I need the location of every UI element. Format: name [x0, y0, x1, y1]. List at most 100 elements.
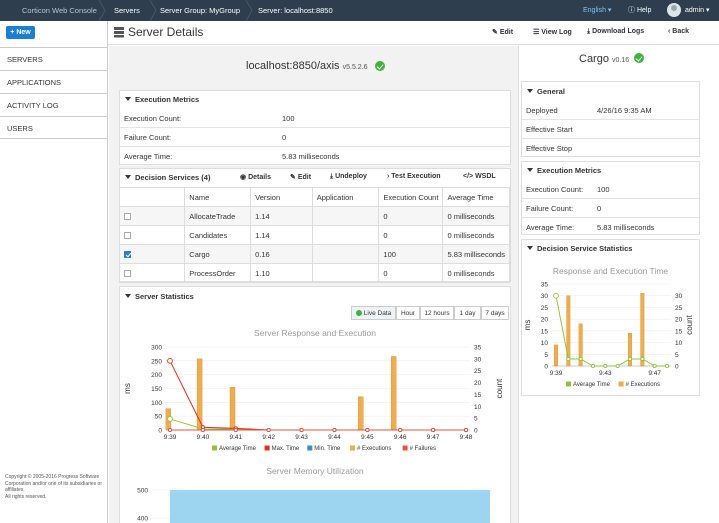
chart-title: Server Memory Utilization: [266, 466, 364, 476]
sidebar-item-activity-log[interactable]: ACTIVITY LOG: [0, 93, 108, 116]
data-point: [640, 356, 645, 362]
metric-value: 0: [597, 204, 602, 213]
general-label: Effective Stop: [526, 144, 573, 153]
y-tick-label: 500: [137, 488, 148, 495]
server-name: localhost:8850/axis v5.5.2.6: [246, 60, 368, 72]
service-execution-metrics-header[interactable]: Execution Metrics: [527, 166, 601, 175]
bar: [390, 356, 397, 431]
service-avg: 5.83 milliseconds: [442, 244, 510, 264]
data-point: [664, 363, 670, 369]
breadcrumb-servers[interactable]: Servers: [114, 6, 140, 15]
new-button[interactable]: + New: [6, 26, 35, 39]
execution-metrics-header[interactable]: Execution Metrics: [125, 95, 199, 104]
server-statistics-header[interactable]: Server Statistics: [125, 292, 194, 301]
metric-label: Average Time:: [124, 152, 173, 161]
y2-tick-label: 35: [474, 345, 482, 352]
series-line: [169, 418, 466, 431]
data-point: [167, 357, 173, 364]
details-button[interactable]: ◉ Details: [240, 174, 272, 181]
sidebar-item-users[interactable]: USERS: [0, 116, 108, 139]
user-menu[interactable]: admin ▾: [685, 7, 710, 14]
general-header[interactable]: General: [527, 87, 565, 96]
decision-services-header[interactable]: Decision Services (4): [125, 173, 210, 182]
live-dot-icon: [355, 310, 362, 316]
data-point: [590, 363, 596, 369]
bar: [628, 332, 632, 367]
server-response-chart: Server Response and Execution05010015020…: [123, 328, 504, 452]
legend-swatch: [212, 445, 217, 451]
range-hour[interactable]: Hour: [396, 306, 420, 320]
column-header[interactable]: Version: [250, 187, 313, 207]
code-icon: </>: [463, 173, 474, 180]
download-logs-button[interactable]: ⤓ Download Logs: [587, 28, 645, 35]
service-name: ProcessOrder: [184, 263, 252, 283]
data-point: [167, 427, 173, 433]
avatar[interactable]: [667, 3, 681, 17]
server-icon: [114, 27, 124, 38]
bar: [358, 396, 364, 431]
x-tick-label: 9:43: [295, 434, 308, 441]
status-ok-icon: [634, 53, 644, 63]
legend-swatch: [264, 445, 270, 451]
pencil-icon: ✎: [492, 29, 498, 36]
table-row[interactable]: Cargo 0.16 100 5.83 milliseconds: [118, 244, 510, 264]
service-version: 1.14: [250, 206, 313, 226]
data-point: [578, 356, 583, 362]
general-label: Deployed: [526, 106, 558, 115]
data-point: [167, 416, 173, 422]
range-live-data[interactable]: Live Data: [351, 306, 396, 320]
y2-tick-label: 30: [474, 356, 482, 363]
range-1-day[interactable]: 1 day: [454, 306, 481, 320]
list-icon: ☰: [533, 29, 540, 36]
table-header-row: Name Version Application Execution Count…: [118, 187, 510, 207]
service-statistics-panel: [521, 239, 700, 396]
sidebar-item-applications[interactable]: APPLICATIONS: [0, 70, 108, 93]
edit-service-button[interactable]: ✎ Edit: [290, 174, 312, 181]
column-header[interactable]: Name: [184, 187, 252, 207]
breadcrumb-separator: [98, 0, 106, 21]
row-checkbox[interactable]: [124, 251, 131, 259]
row-checkbox[interactable]: [124, 270, 131, 278]
server-memory-chart: Server Memory Utilization 400 500: [137, 466, 492, 523]
legend-swatch: [566, 381, 571, 387]
table-row[interactable]: ProcessOrder 1.10 0 0 milliseconds: [118, 263, 510, 283]
range-7-days[interactable]: 7 days: [481, 306, 509, 320]
y-tick-label: 0: [158, 428, 162, 435]
column-header[interactable]: Average Time: [442, 187, 510, 207]
undeploy-button[interactable]: ⤓ Undeploy: [330, 173, 367, 180]
row-checkbox[interactable]: [124, 232, 131, 240]
x-tick-label: 9:47: [427, 434, 440, 441]
x-tick-label: 9:43: [599, 370, 612, 377]
data-point: [652, 363, 657, 369]
y-tick-label: 35: [541, 282, 549, 289]
eye-icon: ◉: [240, 174, 247, 181]
breadcrumb-server-group[interactable]: Server Group: MyGroup: [160, 6, 241, 15]
data-point: [463, 427, 469, 433]
service-application: [311, 225, 380, 245]
table-row[interactable]: AllocateTrade 1.14 0 0 milliseconds: [118, 206, 510, 226]
chevron-left-icon: ‹: [668, 28, 671, 35]
help-link[interactable]: ⓘ Help: [628, 7, 652, 14]
y2-tick-label: 0: [474, 428, 478, 435]
column-header: [118, 187, 186, 207]
view-log-button[interactable]: ☰ View Log: [533, 29, 572, 36]
data-point: [553, 292, 559, 299]
breadcrumb-home[interactable]: Corticon Web Console: [22, 6, 97, 15]
back-button[interactable]: ‹ Back: [668, 28, 690, 35]
service-application: [311, 206, 380, 226]
test-execution-button[interactable]: › Test Execution: [387, 173, 441, 180]
x-tick-label: 9:41: [229, 434, 242, 441]
row-checkbox[interactable]: [124, 213, 131, 221]
service-statistics-header[interactable]: Decision Service Statistics: [527, 244, 632, 253]
data-point: [615, 363, 620, 369]
wsdl-button[interactable]: </> WSDL: [463, 173, 496, 180]
column-header[interactable]: Execution Count: [378, 187, 444, 207]
language-selector[interactable]: English ▾: [583, 7, 612, 14]
table-row[interactable]: Candidates 1.14 0 0 milliseconds: [118, 225, 510, 245]
sidebar-item-servers[interactable]: SERVERS: [0, 47, 108, 70]
y-tick-label: 50: [155, 414, 163, 421]
column-header[interactable]: Application: [311, 187, 380, 207]
range-12-hours[interactable]: 12 hours: [420, 306, 454, 320]
service-count: 100: [378, 244, 444, 264]
edit-button[interactable]: ✎ Edit: [492, 29, 514, 36]
